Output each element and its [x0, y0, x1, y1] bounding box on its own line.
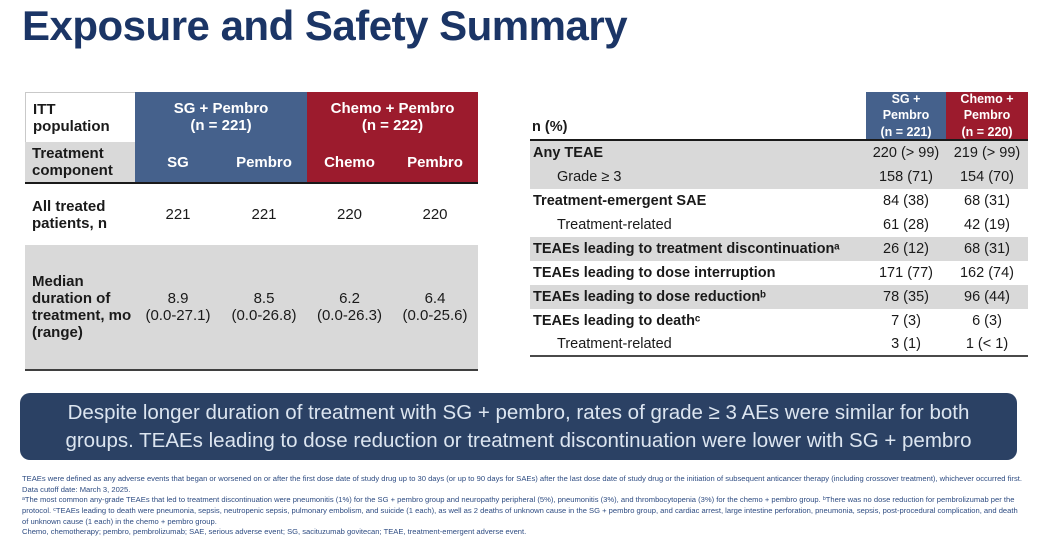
safety-value-chemo: 6 (3) — [972, 313, 1002, 329]
exposure-component-chemo: Chemo — [307, 142, 392, 184]
safety-value-sg: 61 (28) — [883, 217, 929, 233]
safety-header-label: n (%) — [530, 92, 866, 141]
safety-table: n (%) SG + Pembro (n = 221) Chemo + Pemb… — [530, 92, 1028, 357]
exposure-value: 221 — [251, 206, 277, 223]
footnote-superscripts: ᵃThe most common any-grade TEAEs that le… — [22, 495, 1018, 526]
safety-column-header-chemo-pembro: Chemo + Pembro (n = 220) — [946, 92, 1028, 141]
safety-value-chemo: 219 (> 99) — [946, 141, 1028, 165]
safety-row-label: Grade ≥ 3 — [530, 165, 866, 189]
safety-value-chemo: 42 (19) — [964, 217, 1010, 233]
safety-row-label: TEAEs leading to dose reductionᵇ — [530, 285, 866, 309]
safety-value-sg: 171 (77) — [878, 265, 933, 281]
safety-row-label: Any TEAE — [530, 141, 866, 165]
exposure-value: 6.4 (0.0-25.6) — [392, 245, 478, 371]
exposure-row-label-duration: Median duration of treatment, mo (range) — [25, 245, 135, 371]
safety-row-label: TEAEs leading to treatment discontinuati… — [530, 237, 866, 261]
safety-value-chemo: 68 (31) — [964, 193, 1010, 209]
exposure-component-label: Treatment component — [25, 142, 135, 184]
exposure-row-label-treated: All treated patients, n — [32, 197, 108, 232]
safety-row-label: TEAEs leading to deathᶜ — [533, 313, 701, 329]
safety-value-chemo: 154 (70) — [946, 165, 1028, 189]
safety-column-header-sg-pembro: SG + Pembro (n = 221) — [866, 92, 946, 141]
exposure-value: 220 — [422, 206, 448, 223]
safety-row-label: Treatment-emergent SAE — [533, 193, 707, 209]
exposure-value: 220 — [336, 206, 363, 223]
safety-value-chemo: 1 (< 1) — [946, 333, 1028, 357]
exposure-component-pembro2: Pembro — [392, 142, 478, 184]
exposure-value: 8.9 (0.0-27.1) — [135, 245, 221, 371]
footnote-definition: TEAEs were defined as any adverse events… — [22, 474, 1022, 494]
safety-value-sg: 26 (12) — [866, 237, 946, 261]
safety-value-sg: 158 (71) — [866, 165, 946, 189]
exposure-corner-label: ITT population — [25, 92, 135, 142]
exposure-group-header-sg-pembro: SG + Pembro (n = 221) — [135, 92, 307, 142]
exposure-value: 8.5 (0.0-26.8) — [221, 245, 307, 371]
safety-value-chemo: 162 (74) — [959, 265, 1014, 281]
summary-banner: Despite longer duration of treatment wit… — [20, 393, 1017, 460]
footnotes: TEAEs were defined as any adverse events… — [22, 474, 1024, 538]
safety-row-label: TEAEs leading to dose interruption — [533, 265, 776, 281]
exposure-value: 221 — [165, 206, 191, 223]
safety-row-label: Treatment-related — [530, 333, 866, 357]
safety-value-sg: 7 (3) — [891, 313, 921, 329]
summary-text: Despite longer duration of treatment wit… — [65, 401, 972, 452]
safety-value-sg: 3 (1) — [866, 333, 946, 357]
safety-value-chemo: 68 (31) — [946, 237, 1028, 261]
exposure-component-pembro1: Pembro — [221, 142, 307, 184]
page-title: Exposure and Safety Summary — [22, 2, 628, 49]
safety-value-sg: 220 (> 99) — [866, 141, 946, 165]
safety-value-chemo: 96 (44) — [946, 285, 1028, 309]
safety-value-sg: 78 (35) — [866, 285, 946, 309]
exposure-component-sg: SG — [135, 142, 221, 184]
safety-value-sg: 84 (38) — [883, 193, 929, 209]
safety-row-label: Treatment-related — [557, 217, 672, 233]
footnote-abbreviations: Chemo, chemotherapy; pembro, pembrolizum… — [22, 527, 527, 537]
exposure-group-header-chemo-pembro: Chemo + Pembro (n = 222) — [307, 92, 478, 142]
exposure-value: 6.2 (0.0-26.3) — [307, 245, 392, 371]
exposure-table: ITT population SG + Pembro (n = 221) Che… — [25, 92, 478, 371]
